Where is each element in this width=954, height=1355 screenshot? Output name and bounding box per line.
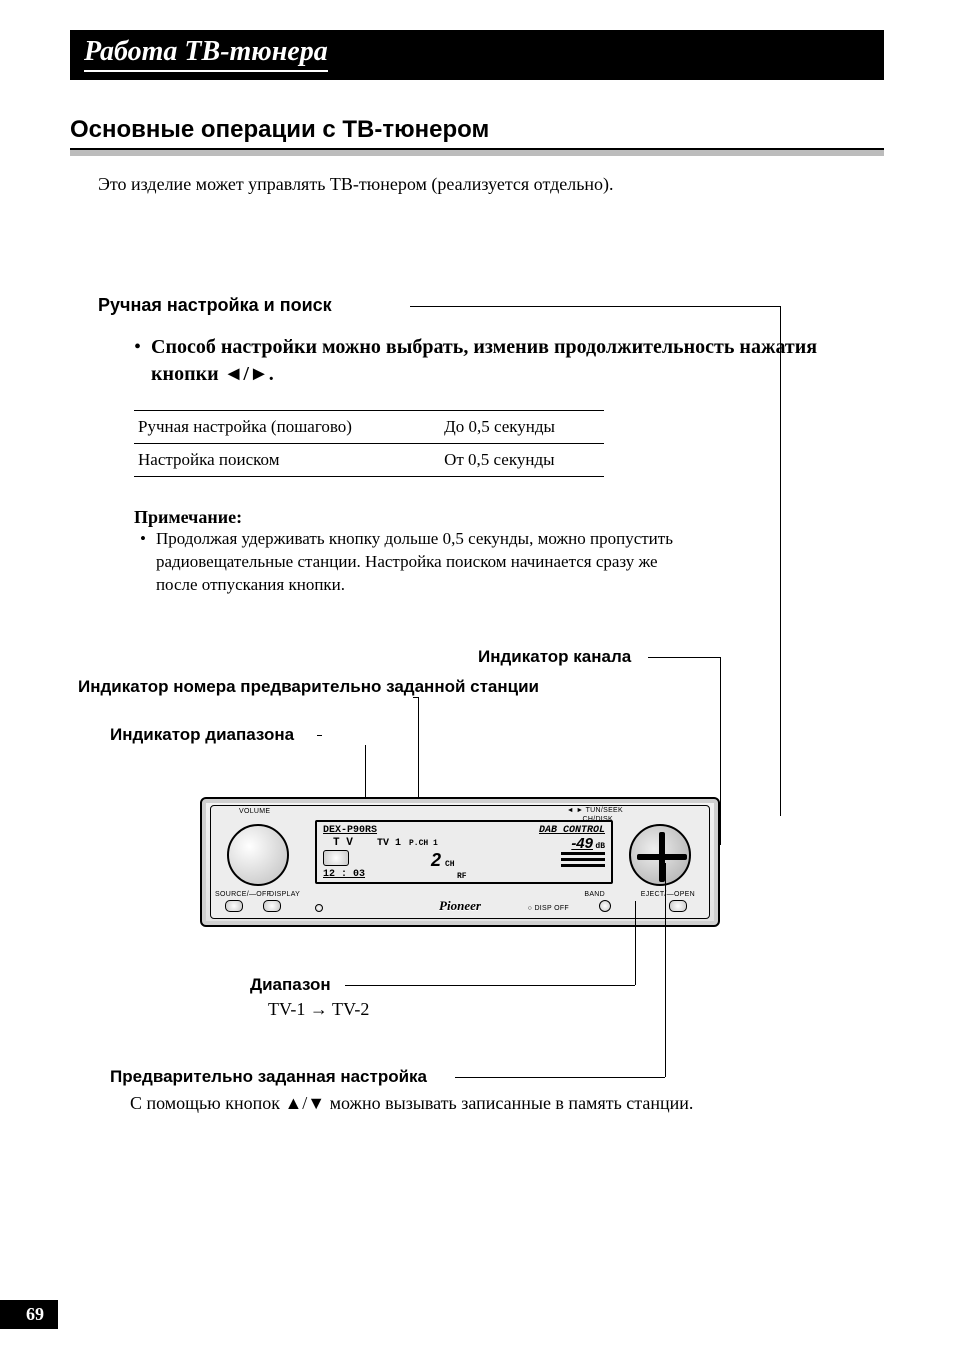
lcd-pch: P.CH 1 bbox=[409, 839, 438, 848]
bullet-dot: • bbox=[134, 334, 141, 388]
band-label: BAND bbox=[584, 891, 605, 898]
connector-line bbox=[410, 306, 780, 307]
lcd-src: T V bbox=[333, 837, 353, 849]
connector-line bbox=[665, 863, 666, 1077]
connector-line bbox=[345, 985, 635, 986]
callout-band: Диапазон bbox=[250, 975, 331, 995]
band-values: TV-1 → TV-2 bbox=[268, 999, 369, 1020]
dpad-control bbox=[629, 824, 691, 886]
lcd-level: -49 bbox=[571, 835, 593, 852]
table-cell: Настройка поиском bbox=[134, 444, 440, 477]
diagram-region: Индикатор канала Индикатор номера предва… bbox=[70, 647, 884, 1147]
manual-seek-heading-row: Ручная настройка и поиск bbox=[70, 295, 884, 316]
disp-off-label: ○ DISP OFF bbox=[528, 905, 569, 912]
display-button bbox=[263, 900, 281, 912]
section-heading: Основные операции с ТВ-тюнером bbox=[70, 116, 884, 144]
bullet-block: • Способ настройки можно выбрать, измени… bbox=[134, 334, 884, 388]
lcd-band: TV 1 bbox=[377, 838, 401, 849]
chapter-band: Работа ТВ-тюнера bbox=[70, 30, 884, 80]
bullet-dot: • bbox=[140, 528, 146, 597]
connector-line bbox=[720, 657, 721, 845]
callout-preset-tuning: Предварительно заданная настройка bbox=[110, 1067, 427, 1087]
note-block: Примечание: • Продолжая удерживать кнопк… bbox=[134, 507, 694, 597]
lcd-channel-number: 2 bbox=[431, 850, 441, 871]
callout-preset-number: Индикатор номера предварительно заданной… bbox=[78, 677, 539, 697]
volume-knob bbox=[227, 824, 289, 886]
connector-line bbox=[413, 697, 418, 698]
lcd-model: DEX-P90RS bbox=[323, 825, 377, 836]
intro-text: Это изделие может управлять ТВ-тюнером (… bbox=[98, 174, 884, 195]
device-illustration: VOLUME SOURCE/—OFF DISPLAY DEX-P90RS T V… bbox=[200, 797, 720, 927]
heading-rule bbox=[70, 148, 884, 156]
connector-line bbox=[317, 735, 322, 736]
lcd-channel-suffix: CH bbox=[445, 860, 455, 869]
tune-seek-label: ◄ ► TUN/SEEK bbox=[567, 807, 623, 814]
eject-label: EJECT/—OPEN bbox=[641, 891, 695, 898]
page-number: 69 bbox=[0, 1300, 58, 1329]
table-cell: От 0,5 секунды bbox=[440, 444, 604, 477]
manual-seek-heading: Ручная настройка и поиск bbox=[98, 295, 332, 315]
table-cell: Ручная настройка (пошагово) bbox=[134, 411, 440, 444]
bullet-text: Способ настройки можно выбрать, изменив … bbox=[151, 334, 884, 388]
callout-band-indicator: Индикатор диапазона bbox=[110, 725, 294, 745]
reset-hole bbox=[315, 904, 323, 912]
display-label: DISPLAY bbox=[269, 891, 300, 898]
lcd-display: DEX-P90RS T V TV 1 P.CH 1 2 CH RF DAB CO… bbox=[315, 820, 613, 884]
table-row: Ручная настройка (пошагово) До 0,5 секун… bbox=[134, 411, 604, 444]
table-cell: До 0,5 секунды bbox=[440, 411, 604, 444]
note-body: Продолжая удерживать кнопку дольше 0,5 с… bbox=[156, 528, 694, 597]
source-label: SOURCE/—OFF bbox=[215, 891, 271, 898]
lcd-bargraph bbox=[561, 852, 605, 870]
callout-channel-indicator: Индикатор канала bbox=[478, 647, 631, 667]
band-button bbox=[599, 900, 611, 912]
note-title: Примечание: bbox=[134, 507, 694, 528]
volume-label: VOLUME bbox=[239, 808, 270, 815]
lcd-side-button bbox=[323, 850, 349, 866]
connector-line bbox=[635, 901, 636, 985]
connector-line bbox=[455, 1077, 665, 1078]
source-button bbox=[225, 900, 243, 912]
ch-disk-label: CH/DISK bbox=[583, 816, 614, 823]
brand-logo: Pioneer bbox=[439, 898, 481, 914]
eject-button bbox=[669, 900, 687, 912]
lcd-clock: 12 : 03 bbox=[323, 869, 365, 880]
lcd-level-unit: dB bbox=[595, 842, 605, 851]
connector-line bbox=[648, 657, 720, 658]
chapter-title: Работа ТВ-тюнера bbox=[84, 36, 328, 72]
lcd-rf: RF bbox=[457, 872, 467, 881]
table-row: Настройка поиском От 0,5 секунды bbox=[134, 444, 604, 477]
preset-text: С помощью кнопок ▲/▼ можно вызывать запи… bbox=[130, 1093, 693, 1114]
tuning-table: Ручная настройка (пошагово) До 0,5 секун… bbox=[134, 410, 604, 477]
